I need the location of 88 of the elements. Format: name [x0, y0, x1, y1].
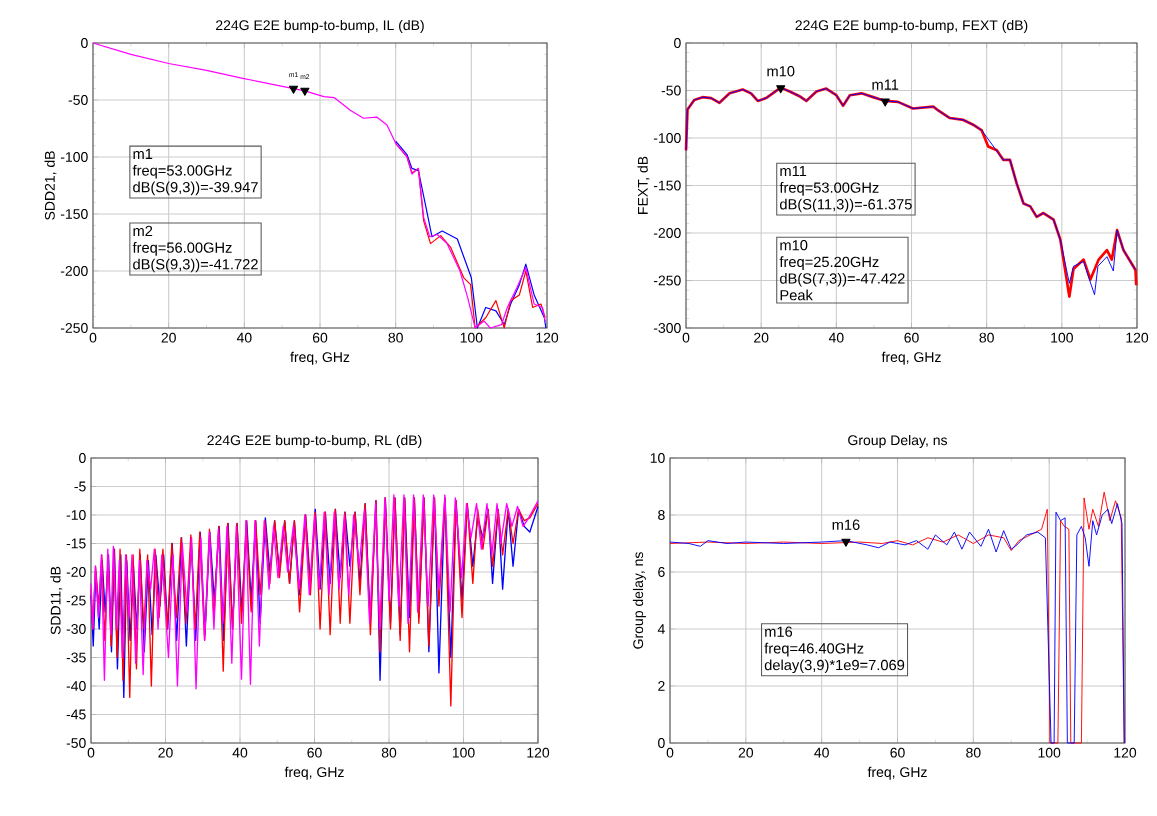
y-axis-title: FEXT, dB: [637, 156, 650, 214]
x-tick-label: 40: [232, 747, 248, 758]
x-tick-label: 120: [536, 332, 559, 343]
y-tick-label: -45: [66, 709, 86, 720]
y-tick-label: -150: [60, 209, 88, 219]
x-tick-label: 60: [904, 332, 919, 343]
y-tick-label: -250: [653, 275, 681, 286]
annotation: m11: [780, 165, 807, 176]
annotation: m10: [780, 240, 808, 251]
x-tick-label: 100: [1051, 332, 1073, 343]
y-tick-label: -200: [653, 228, 681, 238]
x-tick-label: 60: [890, 747, 905, 758]
annotation: freq=25.20GHz: [779, 256, 879, 270]
x-tick-label: 20: [161, 332, 176, 343]
x-tick-label: 40: [814, 747, 829, 758]
y-tick-label: -50: [68, 95, 88, 105]
x-tick-label: 80: [979, 332, 994, 343]
x-tick-label: 120: [1126, 332, 1149, 343]
y-tick-label: -15: [66, 538, 86, 549]
annotation: m11: [872, 79, 899, 90]
x-tick-label: 0: [89, 332, 97, 343]
x-tick-label: 60: [307, 747, 322, 758]
y-tick-label: -50: [661, 85, 681, 96]
annotation: dB(S(9,3))=-41.722: [133, 258, 258, 273]
annotation: Peak: [780, 289, 813, 301]
y-axis-title: Group delay, ns: [632, 552, 646, 649]
y-tick-label: 0: [658, 738, 665, 748]
x-axis-title: freq, GHz: [290, 351, 350, 365]
annotation: m2: [133, 225, 153, 236]
x-axis-title: freq, GHz: [284, 766, 344, 780]
x-tick-label: 120: [1114, 747, 1137, 758]
x-tick-label: 80: [966, 747, 981, 758]
chart-title: 224G E2E bump-to-bump, RL (dB): [207, 434, 422, 448]
y-tick-label: 6: [658, 567, 665, 577]
annotation: dB(S(9,3))=-39.947: [133, 181, 258, 196]
x-axis-title: freq, GHz: [867, 766, 927, 780]
x-tick-label: 100: [1038, 747, 1061, 758]
annotation: dB(S(7,3))=-47.422: [780, 272, 905, 287]
x-axis-title: freq, GHz: [881, 351, 941, 365]
annotation: m1: [133, 148, 153, 159]
x-tick-label: 0: [682, 332, 690, 343]
y-tick-label: 4: [657, 624, 665, 634]
annotation: freq=53.00GHz: [132, 164, 232, 179]
x-tick-label: 0: [87, 747, 95, 758]
x-tick-label: 80: [381, 747, 397, 758]
y-tick-label: 0: [81, 38, 88, 48]
annotation: m16: [832, 519, 860, 530]
y-tick-label: -200: [60, 266, 88, 276]
y-tick-label: 8: [658, 510, 665, 520]
y-tick-label: -10: [66, 510, 86, 520]
y-tick-label: -150: [653, 180, 681, 191]
annotation: freq=46.40GHz: [764, 642, 864, 657]
y-tick-label: -35: [66, 652, 86, 663]
annotation: delay(3,9)*1e9=7.069: [764, 659, 905, 674]
y-tick-label: -300: [653, 323, 681, 333]
annotation: dB(S(11,3))=-61.375: [780, 198, 912, 213]
y-tick-label: -50: [66, 738, 86, 748]
x-tick-label: 100: [460, 332, 483, 343]
annotation: freq=53.00GHz: [779, 182, 879, 196]
chart-title: Group Delay, ns: [848, 434, 948, 448]
y-tick-label: -100: [653, 133, 681, 143]
y-tick-label: 0: [79, 453, 86, 463]
chart-title: 224G E2E bump-to-bump, IL (dB): [216, 19, 424, 33]
annotation: m10: [767, 66, 795, 77]
y-tick-label: -100: [60, 152, 88, 162]
annotation: m16: [765, 626, 793, 637]
y-tick-label: -30: [66, 624, 86, 634]
y-tick-label: -20: [66, 567, 86, 577]
y-axis-title: SDD21, dB: [44, 151, 57, 220]
x-tick-label: 60: [312, 332, 328, 343]
x-tick-label: 20: [738, 747, 754, 758]
x-tick-label: 80: [388, 332, 403, 343]
x-tick-label: 20: [158, 747, 173, 758]
annotation: freq=56.00GHz: [132, 242, 232, 256]
x-tick-label: 40: [236, 332, 252, 343]
x-tick-label: 120: [527, 747, 550, 758]
chart-title: 224G E2E bump-to-bump, FEXT (dB): [795, 19, 1028, 33]
y-tick-label: -25: [66, 595, 86, 606]
y-tick-label: -250: [60, 323, 88, 333]
x-tick-label: 20: [754, 332, 769, 343]
x-tick-label: 40: [828, 332, 844, 343]
y-tick-label: -40: [66, 681, 86, 691]
y-tick-label: 0: [674, 38, 681, 48]
y-tick-label: 2: [658, 681, 665, 691]
y-tick-label: -5: [74, 481, 86, 492]
y-tick-label: 10: [650, 453, 665, 463]
x-tick-label: 100: [452, 747, 475, 758]
y-axis-title: SDD11, dB: [50, 566, 63, 635]
